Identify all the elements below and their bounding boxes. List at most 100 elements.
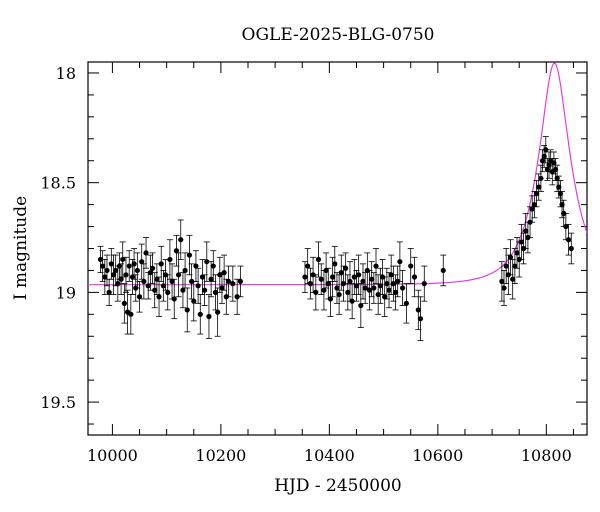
point-marker	[128, 311, 134, 317]
point-marker	[318, 276, 324, 282]
data-point	[171, 278, 178, 320]
point-marker	[321, 287, 327, 293]
point-marker	[323, 267, 329, 274]
point-marker	[152, 287, 158, 293]
point-marker	[120, 256, 126, 263]
point-marker	[334, 285, 340, 291]
data-point	[355, 254, 362, 295]
data-point	[134, 252, 141, 289]
point-marker	[307, 281, 313, 287]
point-marker	[147, 270, 153, 276]
data-point	[205, 294, 212, 339]
point-marker	[141, 278, 147, 285]
data-point	[518, 223, 525, 260]
point-marker	[191, 298, 197, 304]
point-marker	[106, 289, 112, 295]
data-point	[304, 248, 311, 285]
point-marker	[384, 281, 390, 287]
point-marker	[121, 300, 127, 306]
point-marker	[154, 276, 160, 282]
data-point	[112, 254, 119, 287]
point-marker	[343, 265, 349, 271]
data-point	[110, 254, 117, 295]
plot-area	[88, 62, 587, 342]
data-point	[315, 241, 322, 278]
point-marker	[302, 274, 308, 280]
point-marker	[305, 263, 311, 269]
point-marker	[360, 278, 366, 285]
point-marker	[523, 228, 529, 234]
point-marker	[369, 276, 375, 282]
data-point	[399, 270, 406, 306]
point-marker	[356, 272, 362, 278]
point-marker	[325, 281, 331, 287]
data-point	[537, 164, 544, 192]
point-marker	[175, 272, 182, 278]
point-marker	[349, 298, 355, 304]
data-point	[511, 248, 518, 285]
point-marker	[234, 294, 240, 300]
x-axis-label: HJD - 2450000	[274, 476, 402, 496]
data-point	[126, 250, 133, 282]
data-point	[301, 261, 308, 293]
data-point	[421, 265, 428, 302]
data-point	[118, 263, 125, 295]
point-marker	[202, 287, 208, 293]
data-point	[533, 180, 540, 208]
point-marker	[102, 274, 108, 280]
data-point	[127, 294, 134, 335]
point-marker	[139, 259, 145, 265]
point-marker	[178, 237, 184, 243]
data-point	[522, 212, 529, 249]
point-marker	[565, 237, 572, 243]
point-marker	[123, 272, 129, 278]
x-tick-label: 10200	[195, 446, 246, 465]
data-point	[175, 252, 182, 298]
data-point	[383, 267, 390, 300]
data-point	[177, 219, 184, 260]
data-point	[203, 241, 210, 282]
data-point	[331, 245, 338, 282]
data-point	[208, 261, 215, 298]
data-point	[158, 245, 165, 282]
data-point	[539, 149, 546, 173]
data-point	[116, 252, 123, 280]
point-marker	[230, 281, 236, 287]
point-marker	[499, 278, 505, 285]
data-point	[216, 256, 223, 293]
point-marker	[136, 294, 143, 300]
data-point	[351, 259, 358, 295]
point-marker	[514, 250, 520, 256]
data-point	[234, 278, 241, 315]
point-marker	[131, 261, 137, 267]
point-marker	[167, 256, 173, 263]
point-marker	[338, 270, 344, 276]
point-marker	[330, 274, 336, 280]
point-marker	[197, 311, 203, 317]
data-point	[562, 212, 569, 241]
data-point	[390, 265, 397, 302]
point-marker	[208, 276, 214, 282]
y-tick-labels: 18 18.5 19 19.5	[40, 64, 76, 412]
data-point	[568, 232, 575, 265]
point-marker	[518, 239, 524, 245]
point-marker	[149, 265, 156, 271]
data-point	[359, 263, 366, 300]
point-marker	[388, 272, 394, 278]
data-point	[565, 223, 572, 256]
data-point	[368, 261, 375, 298]
point-marker	[193, 263, 199, 269]
point-marker	[173, 248, 180, 254]
x-tick-label: 10800	[521, 446, 572, 465]
data-point	[327, 281, 334, 317]
point-marker	[315, 256, 322, 263]
point-marker	[115, 281, 121, 287]
point-marker	[113, 267, 119, 274]
data-point	[498, 261, 505, 302]
point-marker	[199, 274, 206, 280]
point-marker	[375, 291, 381, 298]
point-marker	[182, 267, 188, 274]
point-marker	[206, 313, 212, 320]
point-marker	[313, 289, 319, 295]
point-marker	[563, 223, 569, 230]
